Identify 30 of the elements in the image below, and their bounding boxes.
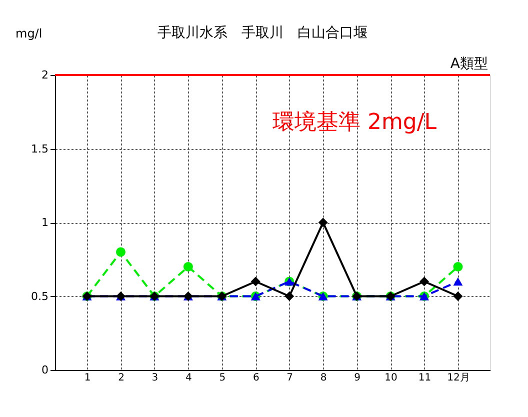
point (318, 218, 328, 228)
point (420, 276, 429, 286)
point (453, 262, 463, 272)
x-tick-label: 11 (418, 372, 432, 384)
x-tick-label: 1 (84, 372, 91, 384)
x-tick-label: 2 (118, 372, 124, 384)
x-tick-label: 9 (354, 372, 360, 384)
x-tick-label: 8 (320, 372, 327, 384)
x-tick-label: 4 (186, 372, 192, 384)
x-tick-label: 10 (384, 372, 398, 384)
text: A類型 (450, 56, 488, 72)
x-tick-label: 3 (152, 372, 158, 384)
point (116, 247, 126, 257)
ref-line-label: 環境基準 2mg/L (272, 110, 438, 136)
y-tick-label: 0.5 (31, 290, 48, 303)
point (453, 277, 463, 286)
point (183, 262, 193, 272)
x-tick-label: 5 (219, 372, 226, 384)
point (284, 292, 294, 301)
y-tick-label: 1 (42, 216, 48, 229)
y-tick-label: 0 (42, 364, 48, 376)
chart-title: 手取川水系 手取川 白山合口堰 (158, 25, 368, 41)
y-axis-title: mg/l (16, 26, 42, 40)
point (250, 276, 260, 286)
x-tick-label: 6 (252, 372, 260, 384)
point (453, 292, 463, 301)
x-tick-label: 12月 (447, 372, 470, 384)
y-tick-label: 1.5 (31, 142, 48, 156)
y-tick-label: 2 (42, 68, 48, 82)
x-tick-label: 7 (286, 372, 294, 384)
